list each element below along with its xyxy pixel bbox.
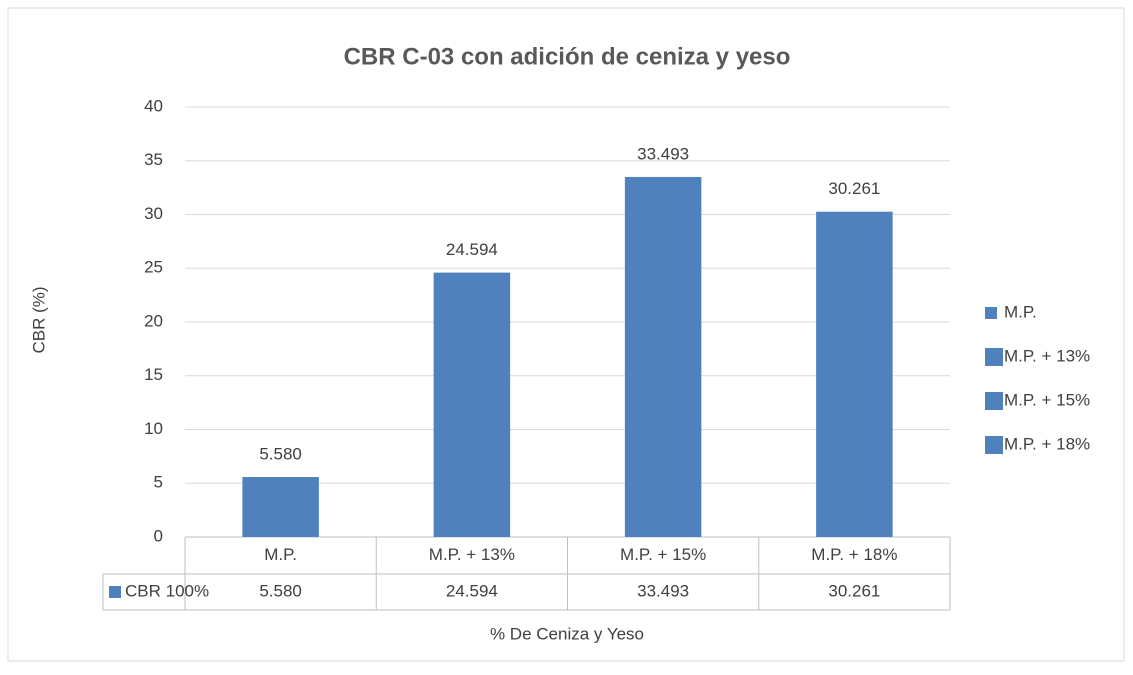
- legend-label: M.P. + 18%: [1004, 434, 1090, 453]
- x-tick-label: M.P. + 18%: [811, 545, 897, 564]
- chart-border: [7, 7, 1125, 662]
- table-series-name: CBR 100%: [125, 581, 209, 600]
- data-label: 5.580: [259, 444, 302, 463]
- legend-key: [985, 436, 1003, 454]
- legend-key: [985, 307, 997, 319]
- y-axis-title: CBR (%): [29, 286, 48, 353]
- table-cell: 33.493: [637, 581, 689, 600]
- table-cell: 24.594: [446, 581, 498, 600]
- bar: [816, 211, 893, 537]
- bar: [242, 477, 319, 537]
- bar: [624, 176, 702, 537]
- data-label: 24.594: [446, 240, 498, 259]
- table-cell: 5.580: [259, 581, 302, 600]
- data-label: 30.261: [828, 179, 880, 198]
- x-axis-title: % De Ceniza y Yeso: [490, 624, 644, 643]
- y-tick-label: 0: [154, 526, 163, 545]
- y-tick-label: 10: [144, 419, 163, 438]
- chart-title: CBR C-03 con adición de ceniza y yeso: [344, 43, 791, 70]
- legend-key: [985, 392, 1003, 410]
- y-tick-label: 20: [144, 311, 163, 330]
- y-tick-label: 30: [144, 204, 163, 223]
- table-legend-key: [109, 586, 121, 598]
- x-tick-label: M.P. + 15%: [620, 545, 706, 564]
- x-tick-label: M.P.: [264, 545, 297, 564]
- y-tick-label: 5: [154, 473, 163, 492]
- x-tick-label: M.P. + 13%: [429, 545, 515, 564]
- y-tick-label: 40: [144, 96, 163, 115]
- legend-key: [985, 348, 1003, 366]
- legend-label: M.P. + 13%: [1004, 346, 1090, 365]
- y-tick-label: 35: [144, 150, 163, 169]
- legend-label: M.P.: [1004, 302, 1037, 321]
- legend-label: M.P. + 15%: [1004, 390, 1090, 409]
- y-tick-label: 25: [144, 258, 163, 277]
- data-label: 33.493: [637, 144, 689, 163]
- y-tick-label: 15: [144, 365, 163, 384]
- bar: [433, 272, 511, 537]
- table-cell: 30.261: [828, 581, 880, 600]
